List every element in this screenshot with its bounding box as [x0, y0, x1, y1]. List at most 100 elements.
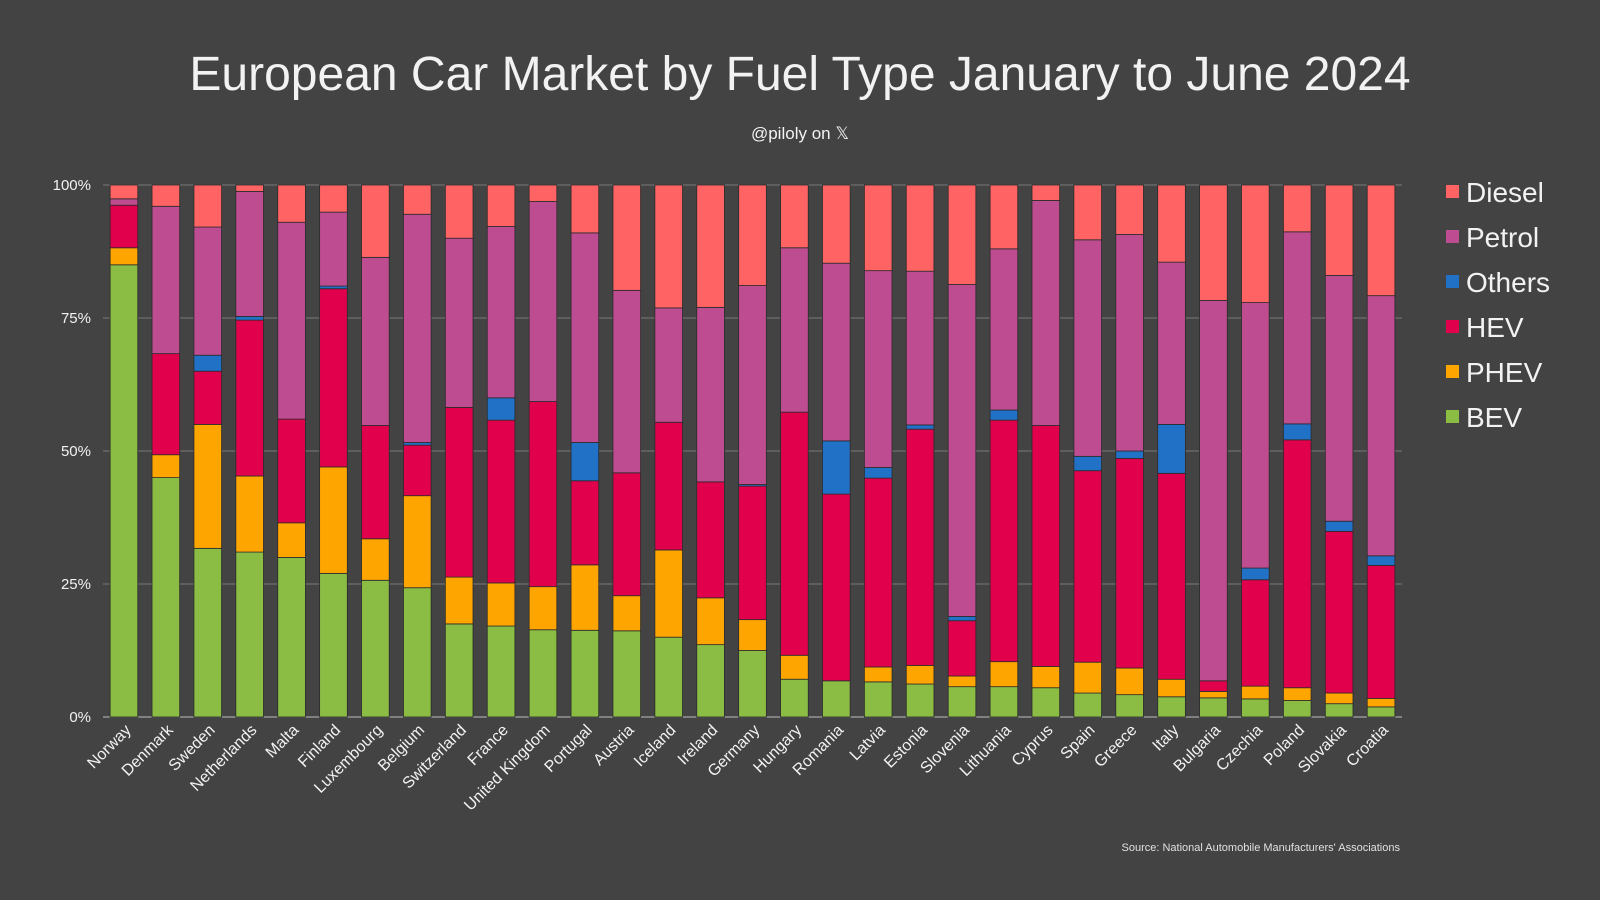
- legend: Diesel Petrol Others HEV PHEV BEV: [1446, 177, 1550, 433]
- bar-segment-phev: [403, 495, 432, 589]
- bar-segment-phev: [361, 538, 390, 581]
- legend-swatch: [1446, 185, 1459, 198]
- bar-segment-bev: [193, 547, 222, 718]
- bar-segment-petrol: [1366, 295, 1396, 557]
- bar-stack: [444, 184, 474, 718]
- x-tick-label: Czechia: [1213, 722, 1266, 775]
- bar-segment-petrol: [319, 211, 348, 287]
- bar-segment-hev: [905, 428, 935, 666]
- bar-segment-bev: [1073, 692, 1102, 718]
- bar-segment-phev: [193, 423, 222, 549]
- bar-segment-diesel: [193, 184, 222, 228]
- bar-segment-bev: [780, 678, 809, 718]
- bar-segment-diesel: [780, 184, 809, 249]
- bar-segment-bev: [1283, 700, 1312, 718]
- bar-stack: [193, 184, 222, 718]
- bar-segment-diesel: [1073, 184, 1102, 241]
- legend-label: Diesel: [1466, 177, 1544, 208]
- bar-segment-bev: [403, 587, 432, 718]
- bar-segment-petrol: [528, 201, 558, 402]
- bar-segment-phev: [863, 666, 893, 683]
- bar-segment-diesel: [444, 184, 474, 239]
- bar-segment-petrol: [444, 237, 474, 408]
- bar-segment-hev: [947, 620, 977, 677]
- bar-segment-petrol: [403, 213, 432, 443]
- bar-stack: [109, 184, 139, 718]
- bar-segment-diesel: [654, 184, 683, 309]
- bar-segment-diesel: [738, 184, 767, 286]
- bar-segment-phev: [1073, 661, 1102, 694]
- bar-segment-petrol: [109, 198, 139, 206]
- bar-segment-diesel: [989, 184, 1019, 250]
- bar-segment-hev: [1283, 439, 1312, 689]
- x-tick-label: Bulgaria: [1171, 722, 1225, 776]
- bar-segment-diesel: [403, 184, 432, 215]
- bar-segment-bev: [738, 650, 767, 718]
- bar-segment-hev: [696, 481, 725, 599]
- bar-segment-diesel: [947, 184, 977, 285]
- bar-stack: [738, 184, 767, 718]
- bar-segment-hev: [989, 419, 1019, 663]
- bar-segment-phev: [1031, 666, 1061, 689]
- bar-stack: [570, 184, 600, 718]
- bar-segment-diesel: [151, 184, 181, 207]
- bar-segment-phev: [989, 661, 1019, 688]
- bar-segment-petrol: [863, 270, 893, 468]
- bar-stack: [1241, 184, 1270, 718]
- bar-segment-bev: [528, 629, 558, 718]
- bar-segment-phev: [696, 597, 725, 646]
- legend-label: BEV: [1466, 402, 1522, 433]
- bar-segment-hev: [403, 444, 432, 497]
- bar-segment-phev: [1324, 692, 1354, 705]
- bar-segment-petrol: [989, 248, 1019, 411]
- bar-segment-phev: [277, 522, 306, 558]
- source-note: Source: National Automobile Manufacturer…: [1122, 842, 1401, 854]
- bar-segment-others: [863, 467, 893, 479]
- bar-segment-diesel: [612, 184, 642, 291]
- legend-swatch: [1446, 365, 1459, 378]
- bar-segment-phev: [235, 475, 264, 553]
- bar-segment-petrol: [486, 226, 516, 399]
- bar-segment-phev: [905, 664, 935, 685]
- bar-segment-hev: [319, 288, 348, 468]
- bar-segment-diesel: [570, 184, 600, 234]
- x-tick-label: Cyprus: [1009, 722, 1057, 770]
- bar-segment-diesel: [1199, 184, 1228, 301]
- bar-segment-hev: [822, 493, 851, 682]
- bar-segment-bev: [277, 557, 306, 718]
- bar-segment-hev: [528, 401, 558, 588]
- bar-segment-phev: [947, 675, 977, 688]
- chart-subtitle: @piloly on 𝕏: [751, 124, 849, 143]
- bar-stack: [486, 184, 516, 718]
- bar-segment-hev: [1241, 579, 1270, 687]
- bar-segment-petrol: [1031, 200, 1061, 426]
- bar-segment-bev: [1157, 696, 1186, 718]
- bar-stack: [277, 184, 306, 718]
- x-tick-label: Greece: [1091, 722, 1140, 771]
- legend-item-diesel: Diesel: [1446, 177, 1544, 208]
- bar-segment-hev: [570, 480, 600, 566]
- bar-segment-petrol: [361, 256, 390, 426]
- bar-segment-diesel: [1115, 184, 1144, 235]
- bar-segment-phev: [444, 576, 474, 625]
- bar-segment-hev: [654, 421, 683, 551]
- bar-segment-bev: [570, 629, 600, 718]
- bar-segment-bev: [151, 477, 181, 718]
- bar-segment-bev: [989, 686, 1019, 718]
- legend-label: Petrol: [1466, 222, 1539, 253]
- bar-segment-bev: [486, 625, 516, 718]
- bar-stack: [947, 184, 977, 718]
- bar-stack: [780, 184, 809, 718]
- bar-segment-petrol: [780, 247, 809, 413]
- y-tick-label: 75%: [61, 310, 91, 327]
- bar-segment-diesel: [235, 184, 264, 192]
- bar-segment-phev: [738, 619, 767, 651]
- bar-segment-bev: [612, 630, 642, 718]
- bar-segment-bev: [654, 636, 683, 718]
- bar-segment-bev: [905, 683, 935, 718]
- legend-item-phev: PHEV: [1446, 357, 1543, 388]
- bar-stack: [989, 184, 1019, 718]
- bar-segment-petrol: [1157, 261, 1186, 425]
- bar-stack: [1199, 184, 1228, 718]
